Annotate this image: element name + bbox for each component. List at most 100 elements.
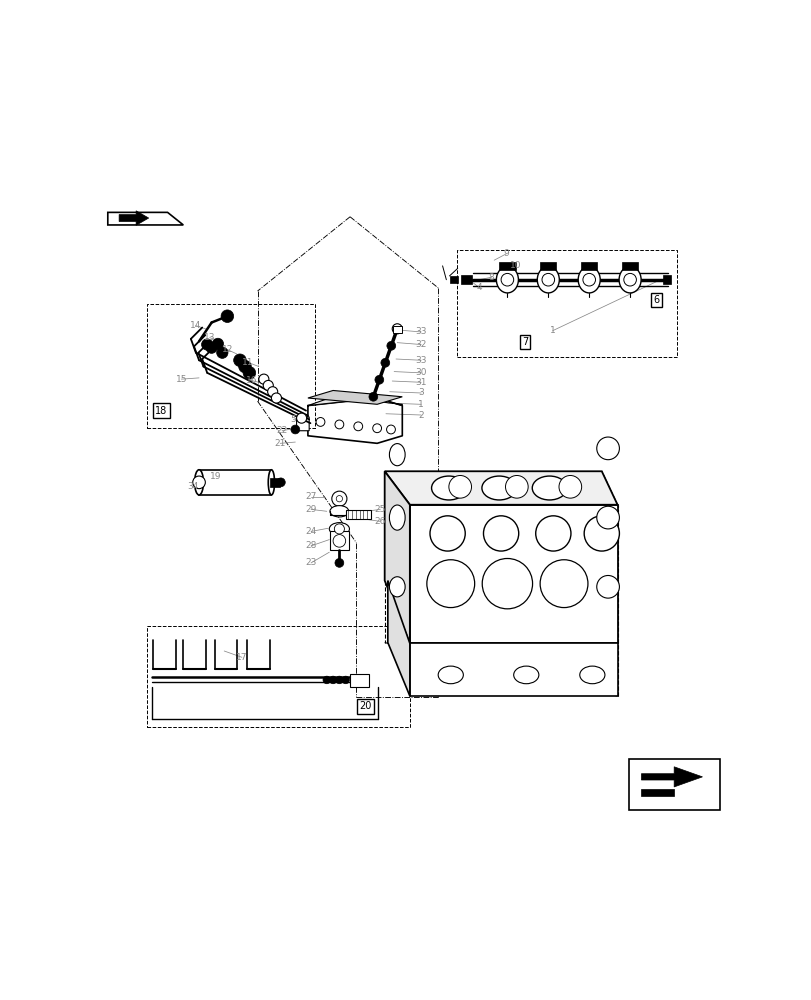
Polygon shape [410, 643, 617, 696]
Ellipse shape [431, 476, 466, 500]
Ellipse shape [496, 266, 517, 293]
Ellipse shape [389, 577, 405, 597]
Text: 19: 19 [209, 472, 221, 481]
Text: 10: 10 [509, 261, 521, 270]
Text: 15: 15 [175, 375, 187, 384]
Circle shape [334, 524, 344, 534]
Circle shape [263, 380, 273, 390]
Polygon shape [641, 767, 702, 787]
Ellipse shape [389, 444, 405, 466]
Circle shape [268, 387, 277, 397]
Circle shape [242, 367, 255, 379]
Text: 8: 8 [488, 273, 494, 282]
Circle shape [427, 560, 474, 608]
Bar [628, 759, 719, 810]
Circle shape [596, 575, 619, 598]
Circle shape [336, 496, 342, 502]
Text: 11: 11 [242, 358, 253, 367]
Circle shape [368, 392, 377, 401]
Circle shape [380, 358, 389, 367]
Text: 22: 22 [276, 426, 287, 435]
Text: 23: 23 [305, 558, 316, 567]
Circle shape [217, 347, 228, 358]
Ellipse shape [579, 666, 604, 684]
Bar [461, 275, 471, 284]
Text: 5: 5 [290, 415, 296, 424]
Circle shape [212, 338, 223, 350]
Text: 12: 12 [221, 345, 233, 354]
Ellipse shape [513, 666, 539, 684]
Ellipse shape [481, 476, 516, 500]
Polygon shape [410, 505, 617, 643]
Text: 25: 25 [374, 505, 385, 514]
Circle shape [623, 273, 636, 286]
Text: 1: 1 [549, 326, 555, 335]
Bar [449, 276, 457, 283]
Text: 17: 17 [236, 653, 247, 662]
Text: 34: 34 [187, 482, 198, 491]
Circle shape [341, 676, 349, 684]
Circle shape [323, 676, 330, 684]
Text: 13: 13 [204, 333, 215, 342]
Circle shape [583, 516, 619, 551]
Circle shape [386, 425, 395, 434]
Ellipse shape [618, 266, 641, 293]
Circle shape [596, 506, 619, 529]
Polygon shape [119, 211, 148, 225]
Circle shape [542, 273, 554, 286]
Ellipse shape [537, 266, 559, 293]
Circle shape [290, 425, 299, 434]
Polygon shape [296, 417, 309, 431]
Ellipse shape [577, 266, 599, 293]
Circle shape [221, 310, 234, 323]
Bar [621, 262, 637, 270]
Circle shape [329, 676, 337, 684]
Ellipse shape [531, 476, 566, 500]
Circle shape [201, 339, 212, 350]
Text: 33: 33 [415, 356, 427, 365]
Text: 16: 16 [245, 376, 257, 385]
Text: 18: 18 [155, 406, 167, 416]
Circle shape [276, 478, 285, 487]
Text: 1: 1 [418, 400, 423, 409]
Circle shape [335, 558, 343, 567]
Circle shape [539, 560, 587, 608]
Bar [539, 262, 556, 270]
Polygon shape [384, 471, 617, 505]
Circle shape [448, 475, 471, 498]
Circle shape [271, 393, 281, 403]
Polygon shape [307, 397, 401, 406]
Circle shape [596, 437, 619, 460]
Ellipse shape [195, 470, 204, 495]
Circle shape [392, 324, 401, 334]
Text: 24: 24 [305, 527, 316, 536]
Circle shape [296, 413, 307, 423]
Text: 31: 31 [415, 378, 427, 387]
Circle shape [535, 516, 570, 551]
Text: 29: 29 [305, 505, 316, 514]
Text: 9: 9 [503, 249, 508, 258]
Circle shape [238, 360, 251, 373]
Text: 14: 14 [190, 321, 201, 330]
Ellipse shape [389, 505, 405, 530]
Text: 7: 7 [521, 337, 527, 347]
Bar [345, 510, 371, 519]
Text: 26: 26 [374, 517, 385, 526]
Circle shape [386, 341, 395, 350]
Bar [350, 674, 368, 687]
Text: 27: 27 [305, 492, 316, 501]
Circle shape [483, 516, 518, 551]
Bar [329, 531, 349, 550]
Ellipse shape [438, 666, 463, 684]
Bar [270, 478, 280, 487]
Text: 30: 30 [415, 368, 427, 377]
Circle shape [335, 676, 343, 684]
Circle shape [500, 273, 513, 286]
Polygon shape [384, 471, 410, 643]
Text: 3: 3 [418, 388, 423, 397]
Circle shape [259, 374, 268, 384]
Circle shape [315, 418, 324, 426]
Text: 28: 28 [305, 541, 316, 550]
Ellipse shape [268, 470, 274, 495]
Text: 32: 32 [415, 340, 427, 349]
